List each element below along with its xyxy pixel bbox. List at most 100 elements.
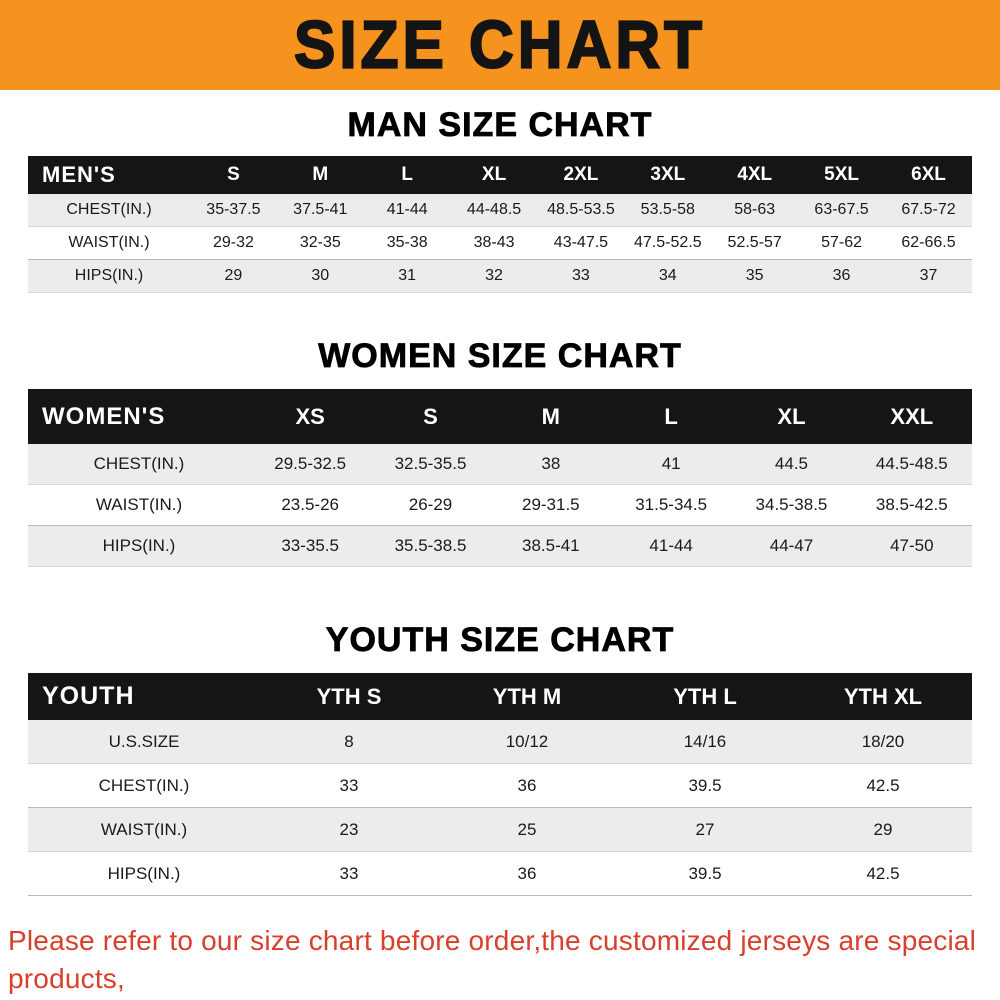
value-cell: 35	[745, 267, 764, 284]
value-cell: 41-44	[649, 536, 693, 555]
size-column-header: S	[190, 156, 277, 194]
table-row: CHEST(IN.) 33 36 39.5 42.5	[28, 763, 972, 808]
size-column-header: YTH XL	[794, 673, 972, 720]
row-label-cell: HIPS(IN.)	[102, 536, 176, 555]
size-column-header: YTH M	[438, 673, 616, 720]
value-cell: 38	[541, 454, 561, 473]
value-cell: 25	[517, 819, 537, 839]
youth-size-table: YOUTH YTH S YTH M YTH L YTH XL U.S.SIZE 8 10/12…	[28, 673, 972, 896]
size-column-header: S	[370, 389, 491, 444]
youth-section-heading: YOUTH SIZE CHART	[325, 621, 675, 659]
section-women: WOMEN SIZE CHART WOMEN'S XS S M L XL XXL CHEST(…	[0, 339, 1000, 567]
size-column-header: L	[363, 156, 451, 194]
value-cell: 36	[517, 775, 537, 795]
table-row: WAIST(IN.) 29-32 32-35 35-38 38-43 43-47.5 47.…	[28, 226, 972, 260]
value-cell: 37	[919, 267, 938, 284]
value-cell: 29-32	[212, 234, 254, 251]
value-cell: 63-67.5	[814, 201, 869, 218]
table-title-cell: YOUTH	[28, 673, 260, 720]
value-cell: 30	[311, 267, 330, 284]
size-column-header: 4XL	[711, 156, 799, 194]
value-cell: 31.5-34.5	[635, 495, 708, 514]
row-label-cell: WAIST(IN.)	[68, 234, 150, 251]
value-cell: 35.5-38.5	[394, 536, 467, 555]
size-column-header: XXL	[851, 389, 972, 444]
size-column-header: M	[490, 389, 611, 444]
size-column-header: 3XL	[624, 156, 712, 194]
row-label-cell: HIPS(IN.)	[74, 267, 144, 284]
value-cell: 53.5-58	[640, 201, 695, 218]
value-cell: 29	[224, 267, 243, 284]
value-cell: 35-38	[386, 234, 428, 251]
value-cell: 34	[658, 267, 677, 284]
value-cell: 8	[344, 731, 354, 751]
value-cell: 44-47	[769, 536, 814, 555]
value-cell: 34.5-38.5	[755, 495, 828, 514]
value-cell: 33-35.5	[281, 536, 339, 555]
value-cell: 32.5-35.5	[394, 454, 467, 473]
value-cell: 41	[661, 454, 681, 473]
table-title-cell: MEN'S	[28, 156, 190, 194]
women-section-heading: WOMEN SIZE CHART	[318, 337, 682, 375]
value-cell: 38.5-42.5	[875, 495, 948, 514]
table-header-row: YOUTH YTH S YTH M YTH L YTH XL	[28, 673, 972, 720]
size-column-header: XS	[250, 389, 371, 444]
row-label-cell: CHEST(IN.)	[98, 775, 190, 795]
value-cell: 48.5-53.5	[547, 201, 615, 218]
value-cell: 47-50	[890, 536, 934, 555]
value-cell: 43-47.5	[553, 234, 609, 251]
table-row: HIPS(IN.) 29 30 31 32 33 34 35 36 37	[28, 259, 972, 293]
size-column-header: XL	[731, 389, 852, 444]
value-cell: 39.5	[688, 775, 722, 795]
size-column-header: 5XL	[798, 156, 885, 194]
value-cell: 32-35	[299, 234, 341, 251]
value-cell: 23.5-26	[281, 495, 339, 514]
table-row: U.S.SIZE 8 10/12 14/16 18/20	[28, 720, 972, 764]
row-label-cell: WAIST(IN.)	[95, 495, 183, 514]
row-label-cell: CHEST(IN.)	[93, 454, 185, 473]
table-row: CHEST(IN.) 35-37.5 37.5-41 41-44 44-48.5 48.5…	[28, 194, 972, 227]
row-label-cell: WAIST(IN.)	[100, 819, 188, 839]
value-cell: 38.5-41	[521, 536, 580, 555]
value-cell: 14/16	[683, 731, 727, 751]
men-size-table: MEN'S S M L XL 2XL 3XL 4XL 5XL 6XL CHEST(IN.) 35-37…	[28, 156, 972, 293]
table-title-cell: WOMEN'S	[28, 389, 250, 444]
value-cell: 67.5-72	[901, 201, 956, 218]
value-cell: 29.5-32.5	[274, 454, 347, 473]
value-cell: 18/20	[861, 731, 905, 751]
value-cell: 62-66.5	[901, 234, 956, 251]
section-youth: YOUTH SIZE CHART YOUTH YTH S YTH M YTH L YTH…	[0, 623, 1000, 896]
value-cell: 37.5-41	[293, 201, 348, 218]
value-cell: 41-44	[386, 201, 428, 218]
footer-line-1: Please refer to our size chart before or…	[8, 925, 977, 994]
table-header-row: MEN'S S M L XL 2XL 3XL 4XL 5XL 6XL	[28, 156, 972, 194]
size-column-header: YTH S	[260, 673, 438, 720]
page-title: SIZE CHART	[293, 7, 706, 84]
size-column-header: M	[276, 156, 364, 194]
value-cell: 29-31.5	[521, 495, 580, 514]
value-cell: 57-62	[821, 234, 863, 251]
value-cell: 31	[398, 267, 417, 284]
value-cell: 33	[339, 863, 359, 883]
table-row: HIPS(IN.) 33-35.5 35.5-38.5 38.5-41 41-44 44-…	[28, 525, 972, 567]
value-cell: 47.5-52.5	[634, 234, 702, 251]
banner: SIZE CHART	[0, 0, 1000, 90]
women-size-table: WOMEN'S XS S M L XL XXL CHEST(IN.) 29.5-32.5 32.5…	[28, 389, 972, 567]
value-cell: 52.5-57	[727, 234, 782, 251]
size-column-header: L	[610, 389, 732, 444]
value-cell: 23	[339, 819, 359, 839]
value-cell: 44.5	[774, 454, 809, 473]
size-column-header: YTH L	[616, 673, 794, 720]
value-cell: 42.5	[866, 775, 900, 795]
section-man: MAN SIZE CHART MEN'S S M L XL 2XL 3XL 4XL 5XL 6XL…	[0, 108, 1000, 293]
value-cell: 32	[485, 267, 503, 284]
value-cell: 33	[572, 267, 590, 284]
value-cell: 36	[832, 267, 851, 284]
value-cell: 38-43	[473, 234, 515, 251]
value-cell: 58-63	[734, 201, 776, 218]
table-row: WAIST(IN.) 23.5-26 26-29 29-31.5 31.5-34.5 34…	[28, 484, 972, 526]
value-cell: 26-29	[408, 495, 453, 514]
value-cell: 44-48.5	[466, 201, 522, 218]
size-column-header: XL	[450, 156, 538, 194]
